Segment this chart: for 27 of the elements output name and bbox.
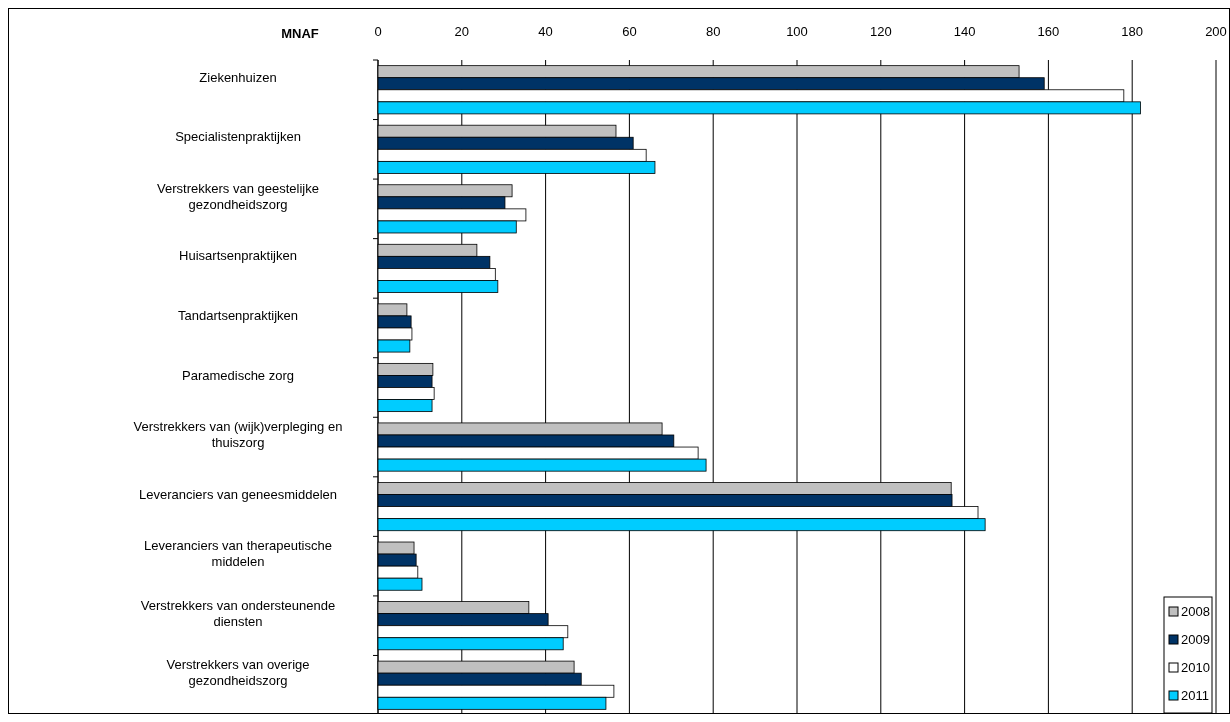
legend-label: 2010 — [1181, 660, 1210, 675]
x-tick-label: 180 — [1121, 24, 1144, 39]
x-tick-label: 80 — [705, 24, 721, 39]
y-tick-label: Verstrekkers van (wijk)verpleging en thuiszorg — [133, 419, 343, 451]
x-tick-label: 40 — [538, 24, 553, 39]
x-tick-label: 160 — [1037, 24, 1060, 39]
x-tick-label: 200 — [1205, 24, 1227, 39]
legend-label: 2008 — [1181, 604, 1210, 619]
y-tick-label: Verstrekkers van overige gezondheidszorg — [166, 657, 310, 689]
y-tick-label: Leveranciers van therapeutische middelen — [144, 538, 332, 570]
chart-title: MNAF — [281, 26, 319, 41]
y-tick-label: Huisartsenpraktijken — [179, 248, 297, 264]
y-tick-label: Verstrekkers van ondersteunende diensten — [140, 597, 336, 629]
x-tick-label: 100 — [786, 24, 808, 39]
y-tick-label: Ziekenhuizen — [199, 69, 277, 85]
y-tick-label: Tandartsenpraktijken — [178, 307, 298, 323]
x-tick-label: 60 — [622, 24, 637, 39]
y-tick-label: Paramedische zorg — [182, 367, 294, 383]
legend-label: 2009 — [1181, 632, 1210, 647]
y-tick-label: Verstrekkers van geestelijke gezondheidszorg — [157, 180, 319, 212]
x-tick-label: 120 — [869, 24, 892, 39]
x-tick-label: 0 — [374, 24, 382, 39]
y-tick-label: Leveranciers van geneesmiddelen — [138, 486, 338, 502]
legend-label: 2011 — [1181, 688, 1209, 703]
y-tick-label: Specialistenpraktijken — [175, 129, 301, 145]
x-tick-label: 20 — [454, 24, 470, 39]
x-tick-label: 140 — [953, 24, 976, 39]
